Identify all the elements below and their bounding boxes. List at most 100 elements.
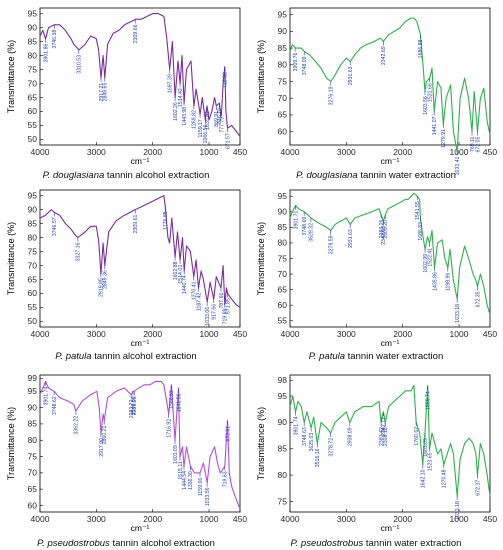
peak-label: 1441.07 (432, 116, 438, 135)
y-tick-label: 99 (28, 373, 38, 383)
peak-label: 1033.06 (205, 307, 211, 326)
y-tick-label: 70 (28, 78, 38, 88)
peak-label: 1541.56 (176, 393, 182, 412)
peak-label: 1602.99 (423, 254, 429, 273)
x-axis-label: cm⁻¹ (131, 156, 150, 166)
spectrum-line (39, 195, 241, 308)
peak-label: 2383.72 (129, 399, 135, 418)
y-tick-label: 80 (28, 232, 38, 242)
x-tick-label: 2000 (143, 514, 162, 524)
y-tick-label: 70 (278, 93, 288, 103)
peak-label: 1444.54 (182, 471, 188, 490)
peak-label: 672.35 (475, 291, 481, 307)
y-axis-label: Transmittance (%) (256, 222, 266, 295)
peak-label: 671.85 (225, 298, 231, 314)
peak-label: 3276.19 (329, 86, 335, 105)
y-tick-label: 75 (278, 76, 288, 86)
y-tick-label: 85 (28, 36, 38, 46)
x-tick-label: 4000 (31, 147, 50, 157)
x-tick-label: 1000 (200, 514, 219, 524)
peak-label: 816.70 (217, 108, 223, 124)
peak-label: 1522.41 (427, 248, 433, 267)
y-tick-label: 75 (28, 451, 38, 461)
peak-label: 1603.09 (173, 445, 179, 464)
y-tick-label: 85 (28, 218, 38, 228)
spectrum-line (289, 17, 491, 153)
peak-label: 1514.03 (178, 265, 184, 284)
peak-label: 777.79 (219, 117, 225, 133)
peak-label: 2931.63 (348, 229, 354, 248)
x-axis-label: cm⁻¹ (381, 523, 400, 533)
y-tick-label: 85 (278, 222, 288, 232)
y-tick-label: 90 (28, 22, 38, 32)
peak-label: 1523.65 (427, 452, 433, 471)
x-tick-label: 4000 (281, 514, 300, 524)
peak-label: 3625.03 (309, 433, 315, 452)
plot-patula-alcohol: 50 55 60 65 70 75 80 85 90 95 4000 3000 2000 1000 450 c… (6, 189, 247, 348)
peak-label: 2849.36 (103, 270, 109, 289)
y-tick-label: 95 (278, 9, 288, 19)
peak-label: 2938.09 (348, 427, 354, 446)
panel-douglasiana-water: 60 65 70 75 80 85 90 95 4000 3000 2000 1000 450 cm⁻¹ T… (256, 7, 497, 181)
caption-douglasiana-water: P. douglasiana tannin water extraction (296, 170, 456, 181)
y-tick-label: 95 (28, 190, 38, 200)
peak-label: 672.37 (475, 480, 481, 496)
panel-patula-alcohol: 50 55 60 65 70 75 80 85 90 95 4000 3000 2000 1000 450 c… (6, 189, 247, 362)
peak-label: 1033.41 (455, 156, 461, 175)
x-tick-label: 450 (483, 147, 497, 157)
x-axis-label: cm⁻¹ (381, 156, 400, 166)
peak-label: 719.63 (223, 471, 229, 487)
y-tick-label: 80 (278, 60, 288, 70)
y-tick-label: 80 (278, 238, 288, 248)
peak-label: 3901.86 (43, 44, 49, 63)
peak-label: 917.66 (211, 304, 217, 320)
peak-label: 2860.21 (102, 425, 108, 444)
x-tick-label: 2000 (393, 147, 412, 157)
x-tick-label: 4000 (31, 514, 50, 524)
peak-label: 1686.88 (418, 39, 424, 58)
peak-label: 671.57 (225, 133, 231, 149)
peak-label: 3748.63 (302, 427, 308, 446)
y-axis-label: Transmittance (%) (6, 40, 16, 113)
peak-label: 719.82 (223, 72, 229, 88)
y-tick-label: 98 (278, 375, 288, 385)
peak-label: 1603.09 (423, 438, 429, 457)
peak-label: 2309.61 (133, 214, 139, 233)
peak-label: 1521.66 (427, 83, 433, 102)
y-tick-label: 65 (28, 92, 38, 102)
plot-pseudostrobus-water: 75 80 85 90 95 98 4000 3000 2000 1000 450 cm⁻¹ Trans… (256, 374, 497, 533)
y-axis-label: Transmittance (%) (256, 407, 266, 480)
peak-label: 2309.20 (383, 220, 389, 239)
peak-label: 1066.56 (203, 125, 209, 144)
plot-frame (39, 189, 241, 328)
y-tick-label: 60 (28, 500, 38, 510)
caption-douglasiana-alcohol: P. douglasiana tannin alcohol extraction (43, 170, 210, 181)
peak-label: 3746.38 (52, 30, 58, 49)
peak-label: 2342.69 (381, 46, 387, 65)
peak-label: 2917.21 (99, 83, 105, 102)
x-tick-label: 1000 (450, 147, 469, 157)
peak-label: 1435.86 (432, 272, 438, 291)
y-tick-label: 70 (278, 269, 288, 279)
y-tick-label: 55 (28, 302, 38, 312)
x-tick-label: 4000 (281, 329, 300, 339)
y-tick-label: 95 (28, 386, 38, 396)
peak-label: 1686.83 (418, 222, 424, 241)
peak-label: 1440.74 (182, 275, 188, 294)
y-tick-label: 85 (278, 444, 288, 454)
peak-label: 1198.96 (446, 273, 452, 291)
x-tick-label: 1000 (200, 147, 219, 157)
peak-label: 1330.30 (188, 471, 194, 490)
caption-pseudostrobus-alcohol: P. pseudostrobus tannin alcohol extracti… (37, 538, 215, 549)
peak-label: 1603.56 (423, 96, 429, 115)
spectrum-line (39, 380, 241, 509)
x-tick-label: 2000 (143, 329, 162, 339)
peak-label: 3748.09 (302, 56, 308, 75)
x-tick-label: 450 (233, 147, 247, 157)
caption-pseudostrobus-water: P. pseudostrobus tannin water extraction (291, 538, 462, 549)
y-tick-label: 50 (28, 316, 38, 326)
y-tick-label: 60 (28, 288, 38, 298)
y-tick-label: 65 (278, 284, 288, 294)
y-tick-label: 70 (28, 468, 38, 478)
